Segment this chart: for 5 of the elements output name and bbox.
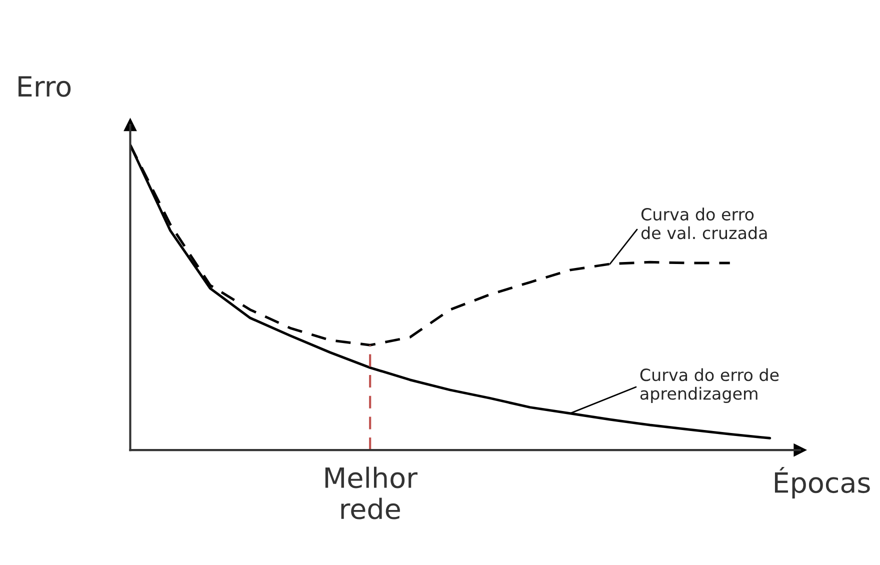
series-label: Curva do erro de aprendizagem [640,368,779,404]
y-axis-title: Erro [18,76,71,97]
x-axis-title: Épocas [774,466,870,498]
series-label: Curva do erro de val. cruzada [641,208,767,240]
text: Melhor rede [325,466,418,520]
